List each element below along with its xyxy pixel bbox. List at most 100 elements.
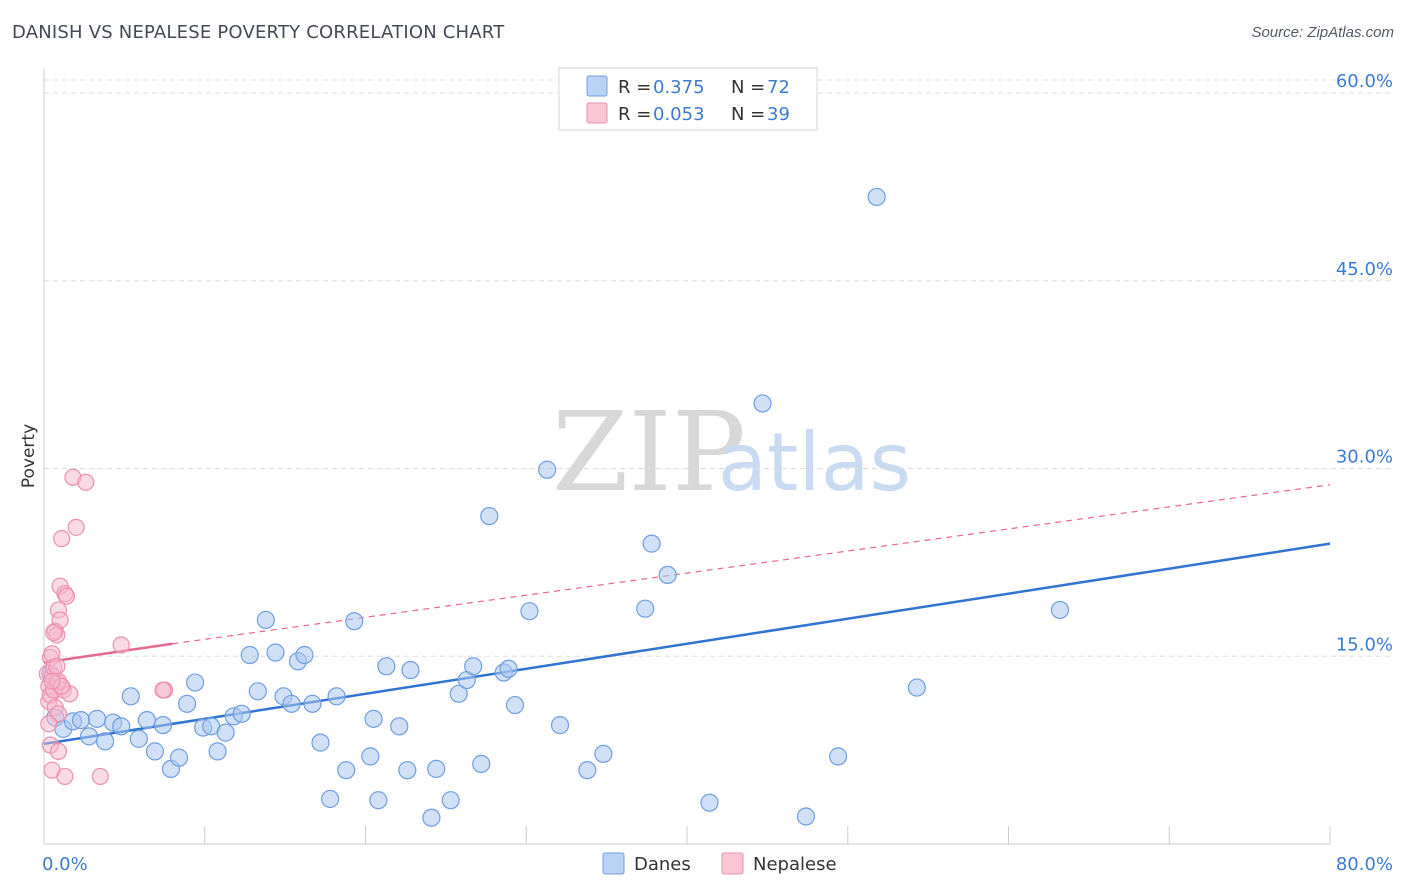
nepalese-trend-line-solid — [43, 642, 173, 664]
danes-point-5 — [87, 709, 107, 728]
y-tick-label-45: 45.0% — [1336, 259, 1393, 280]
watermark-zip: ZIP — [552, 388, 746, 516]
danes-point-20 — [208, 742, 227, 761]
danes-point-68 — [867, 187, 886, 207]
danes-point-37 — [345, 612, 364, 631]
danes-point-26 — [256, 610, 275, 630]
danes-point-56 — [520, 602, 539, 621]
bottom-legend-swatch-danes — [602, 852, 625, 875]
danes-point-42 — [390, 717, 409, 736]
nepalese-point-25 — [112, 636, 130, 654]
danes-point-33 — [311, 733, 330, 752]
danes-point-47 — [441, 791, 460, 810]
danes-point-70 — [1050, 600, 1070, 620]
danes-point-69 — [907, 678, 926, 697]
nepalese-trend-line-dashed — [172, 484, 1331, 645]
danes-point-4 — [79, 727, 99, 746]
danes-point-25 — [248, 682, 267, 701]
legend-n-label-danes: N = — [731, 77, 765, 98]
danes-point-32 — [303, 694, 322, 713]
legend: R = 0.375 N = 72 R = 0.053 N = 39 — [558, 67, 818, 131]
y-tick-label-60: 60.0% — [1336, 71, 1393, 92]
danes-point-36 — [337, 761, 356, 780]
nepalese-point-36 — [154, 681, 172, 699]
danes-point-45 — [422, 808, 441, 827]
danes-point-12 — [145, 742, 165, 761]
danes-point-58 — [550, 715, 570, 735]
danes-point-13 — [153, 715, 173, 735]
danes-point-10 — [129, 729, 148, 748]
danes-point-54 — [499, 659, 518, 678]
danes-point-17 — [186, 673, 205, 692]
danes-point-67 — [829, 747, 848, 766]
danes-point-21 — [216, 723, 235, 742]
danes-point-9 — [121, 687, 140, 706]
legend-r-value-danes: 0.375 — [653, 77, 705, 98]
danes-point-60 — [594, 744, 613, 763]
legend-r-label-nepalese: R = — [618, 104, 651, 125]
nepalese-point-20 — [57, 587, 76, 605]
x-tick-label-0: 0.0% — [42, 854, 88, 875]
nepalese-point-33 — [48, 657, 66, 675]
nepalese-point-23 — [67, 518, 85, 536]
danes-point-51 — [472, 754, 491, 773]
danes-point-23 — [232, 704, 251, 723]
nepalese-point-38 — [43, 672, 61, 690]
nepalese-point-24 — [77, 473, 95, 491]
y-tick-label-30: 30.0% — [1336, 447, 1393, 468]
danes-point-34 — [321, 789, 340, 809]
danes-point-8 — [112, 717, 131, 736]
danes-point-16 — [177, 694, 197, 713]
danes-point-40 — [369, 791, 388, 810]
danes-point-62 — [642, 534, 661, 553]
danes-point-39 — [364, 709, 383, 728]
legend-n-label-nepalese: N = — [731, 104, 765, 125]
danes-point-31 — [295, 645, 314, 665]
trend-lines — [43, 484, 1331, 746]
danes-point-52 — [480, 506, 499, 526]
nepalese-point-17 — [53, 530, 71, 548]
y-axis-label: Poverty — [19, 424, 39, 488]
danes-point-38 — [361, 747, 380, 766]
y-tick-label-15: 15.0% — [1336, 634, 1393, 655]
watermark-atlas: atlas — [718, 416, 911, 509]
danes-point-41 — [377, 657, 396, 676]
danes-point-11 — [137, 710, 156, 730]
danes-point-3 — [71, 710, 91, 730]
danes-point-27 — [266, 643, 285, 662]
danes-point-6 — [95, 732, 115, 751]
legend-r-value-nepalese: 0.053 — [653, 104, 705, 125]
nepalese-point-32 — [45, 623, 63, 642]
danes-point-59 — [578, 761, 597, 780]
danes-point-43 — [398, 761, 417, 780]
danes-point-24 — [240, 645, 259, 665]
legend-swatch-nepalese — [586, 102, 608, 124]
legend-swatch-danes — [586, 75, 608, 97]
data-points — [38, 187, 1070, 827]
chart-title: DANISH VS NEPALESE POVERTY CORRELATION C… — [12, 22, 505, 43]
danes-point-63 — [658, 565, 677, 585]
bottom-legend: Danes Nepalese — [602, 852, 837, 875]
danes-trend-line — [43, 542, 1331, 746]
danes-point-55 — [505, 695, 525, 715]
nepalese-point-29 — [49, 742, 68, 760]
danes-point-64 — [700, 793, 719, 812]
danes-point-57 — [538, 460, 557, 479]
axes — [43, 68, 1331, 845]
danes-point-15 — [169, 748, 189, 767]
source-credit: Source: ZipAtlas.com — [1251, 24, 1394, 41]
bottom-legend-label-nepalese: Nepalese — [753, 854, 837, 875]
nepalese-point-30 — [56, 767, 74, 786]
legend-r-label-danes: R = — [618, 77, 651, 98]
bottom-legend-swatch-nepalese — [721, 852, 744, 875]
danes-point-44 — [401, 660, 420, 680]
danes-point-48 — [449, 684, 468, 703]
legend-n-value-danes: 72 — [767, 77, 790, 98]
nepalese-point-31 — [91, 767, 109, 786]
bottom-legend-label-danes: Danes — [634, 854, 691, 875]
x-tick-labels: 0.0% 80.0% — [42, 854, 1393, 875]
x-tick-label-80: 80.0% — [1336, 854, 1393, 875]
danes-point-29 — [282, 694, 301, 713]
danes-point-65 — [753, 394, 772, 413]
